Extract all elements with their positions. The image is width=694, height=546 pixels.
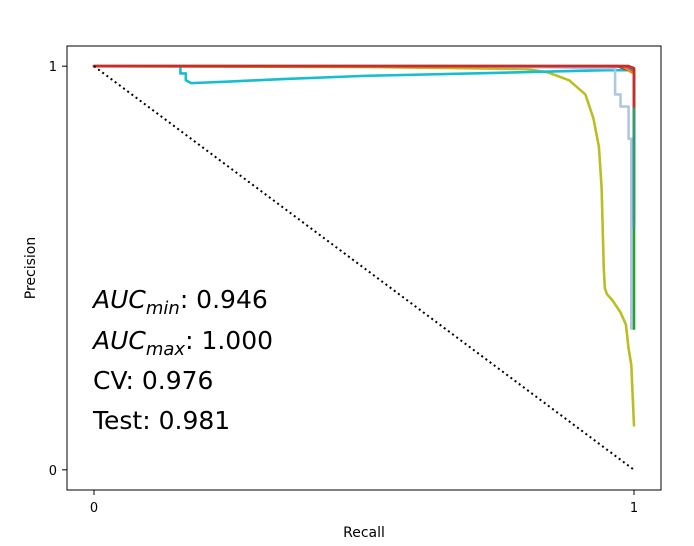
series-line-fold-teal: [92, 64, 636, 229]
y-tick-label-1: 1: [49, 60, 57, 75]
ticks-layer: 0 1 0 1: [49, 60, 638, 516]
x-tick-label-0: 0: [90, 501, 98, 516]
auc-max-base: AUC: [91, 326, 146, 355]
plot-frame: [66, 45, 662, 491]
auc-max-value: : 1.000: [185, 326, 273, 355]
auc-min-value: : 0.946: [180, 285, 268, 314]
annotation-test: Test: 0.981: [92, 406, 230, 435]
y-axis-label: Precision: [23, 237, 39, 299]
series-line-fold-olive: [92, 64, 636, 427]
series-line-fold-purple: [92, 64, 636, 221]
baseline-diagonal: [93, 65, 635, 471]
series-line-fold-green: [92, 64, 636, 330]
annotation-cv: CV: 0.976: [93, 366, 213, 395]
y-tick-label-0: 0: [49, 464, 57, 479]
series-layer: [92, 64, 636, 471]
auc-min-sub: min: [146, 298, 180, 319]
x-axis-label: Recall: [343, 525, 385, 541]
auc-max-sub: max: [146, 339, 186, 360]
series-line-fold-red: [92, 64, 636, 108]
series-line-fold-lightblue: [92, 64, 636, 330]
auc-min-base: AUC: [91, 285, 146, 314]
annotation-auc-max: AUCmax: 1.000: [91, 326, 273, 360]
x-tick-label-1: 1: [630, 501, 638, 516]
series-line-fold-cyan: [92, 64, 630, 85]
annotation-auc-min: AUCmin: 0.946: [91, 285, 268, 319]
